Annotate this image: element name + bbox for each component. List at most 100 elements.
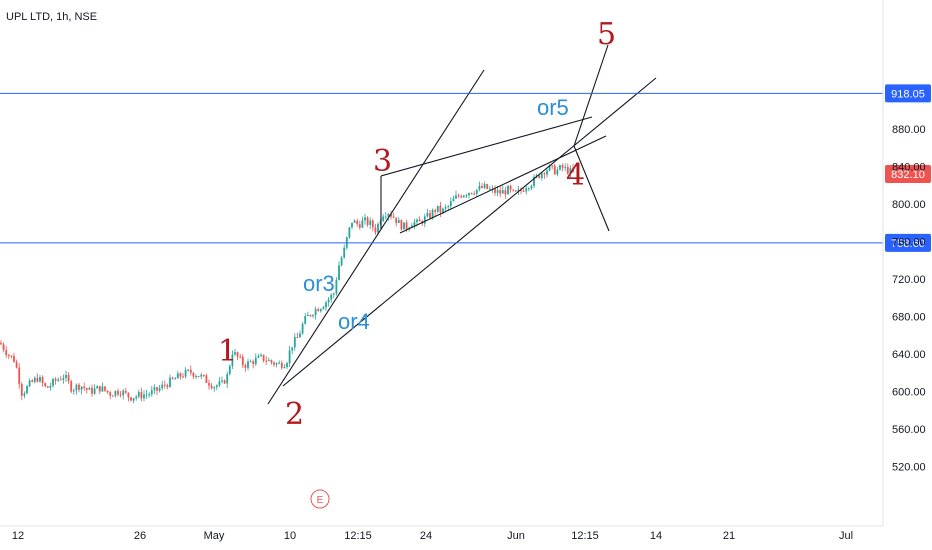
candle (361, 220, 364, 228)
candle (10, 355, 13, 357)
candle (317, 309, 320, 312)
candle (499, 190, 502, 194)
candle (236, 352, 239, 357)
candle (371, 220, 374, 228)
y-tick-label: 760.00 (892, 237, 926, 249)
candle (322, 307, 325, 310)
candle (62, 377, 65, 380)
candle (252, 361, 255, 365)
candle (101, 386, 104, 392)
candle (304, 315, 307, 324)
price-level-label: 918.05 (891, 88, 925, 100)
candle (343, 247, 346, 258)
wave-label-blue: or4 (338, 309, 370, 334)
candle (369, 220, 372, 225)
event-marker[interactable]: E (310, 489, 330, 509)
trendline[interactable] (573, 44, 609, 147)
candle (254, 357, 257, 365)
candle (109, 392, 112, 396)
trendline[interactable] (282, 77, 657, 387)
candle (182, 376, 184, 378)
candle (353, 220, 356, 223)
candle (104, 386, 106, 391)
candle (262, 354, 265, 361)
chart-title: UPL LTD, 1h, NSE (6, 11, 97, 23)
candle (7, 355, 10, 357)
x-tick-label: Jun (507, 530, 525, 542)
trendline[interactable] (380, 116, 593, 177)
wave-label-red: 1 (218, 334, 237, 369)
last-price-label: 832.10 (891, 169, 925, 181)
candle (387, 214, 390, 217)
candle (244, 365, 247, 368)
candle (397, 220, 400, 224)
candle (26, 386, 28, 394)
candle (364, 217, 366, 221)
candle (384, 216, 387, 218)
candle (465, 195, 468, 197)
wave-label-red: 3 (373, 144, 392, 179)
y-tick-label: 880.00 (892, 124, 926, 136)
candle (215, 385, 218, 388)
candle (257, 355, 260, 358)
candle (44, 383, 47, 387)
x-tick-label: 12:15 (571, 530, 599, 542)
candle (390, 214, 392, 217)
candle (210, 385, 213, 389)
candle (23, 393, 26, 396)
candle (33, 377, 36, 382)
candle (148, 394, 151, 396)
trendline[interactable] (267, 69, 485, 405)
candle (546, 170, 548, 175)
candle (130, 397, 132, 401)
trendlines (267, 44, 657, 405)
candle (330, 294, 333, 300)
candle (312, 315, 314, 317)
candle (41, 377, 44, 384)
y-tick-label: 560.00 (892, 424, 926, 436)
candle (538, 175, 541, 179)
y-tick-label: 800.00 (892, 199, 926, 211)
candle (566, 166, 569, 174)
candle (52, 379, 54, 386)
candle (327, 299, 330, 303)
candle (83, 386, 86, 389)
candle (416, 219, 418, 223)
candle (444, 207, 447, 209)
candle (208, 382, 210, 386)
x-tick-label: 14 (650, 530, 662, 542)
candle (96, 386, 99, 389)
x-tick-label: 12:15 (344, 530, 372, 542)
candle (267, 360, 270, 362)
candle (57, 379, 60, 381)
candle (171, 377, 174, 379)
candle (221, 380, 223, 382)
candle (296, 337, 299, 339)
candle (455, 195, 457, 199)
candle (410, 225, 413, 228)
candle (449, 201, 452, 207)
trendline[interactable] (573, 145, 610, 232)
x-tick-label: 21 (723, 530, 735, 542)
candle (184, 370, 187, 377)
trendline[interactable] (399, 135, 607, 234)
candle (358, 224, 361, 228)
candle (20, 384, 23, 396)
candle (436, 205, 439, 212)
candle (530, 186, 533, 189)
candle (356, 220, 359, 225)
candle (265, 360, 268, 362)
candle (195, 376, 197, 378)
candle (559, 165, 561, 170)
candle (174, 378, 177, 380)
candle (332, 293, 335, 295)
candle (137, 392, 140, 397)
candle (15, 361, 18, 368)
candle (88, 387, 91, 390)
candle (49, 385, 52, 388)
x-tick-label: Jul (839, 530, 853, 542)
candle (291, 347, 294, 351)
candle (213, 387, 216, 389)
candle (31, 380, 34, 382)
